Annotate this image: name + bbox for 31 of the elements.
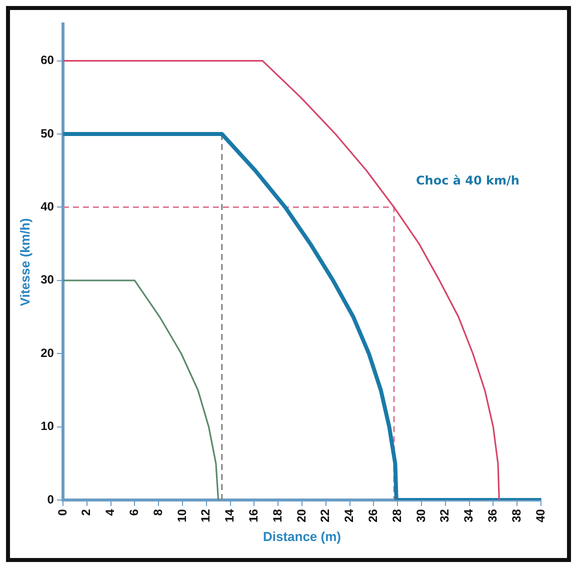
x-tick-label: 12 <box>198 508 213 522</box>
x-tick-label: 10 <box>174 508 189 522</box>
y-tick-label: 50 <box>40 126 54 140</box>
y-axis-title: Vitesse (km/h) <box>17 218 32 306</box>
x-tick-label: 40 <box>533 508 548 522</box>
x-tick-label: 32 <box>438 508 452 522</box>
x-tick-label: 38 <box>509 508 524 522</box>
x-tick-label: 36 <box>486 508 500 522</box>
x-tick-label: 8 <box>150 508 165 516</box>
x-tick-label: 34 <box>462 508 476 522</box>
y-tick-label: 0 <box>47 492 54 506</box>
x-tick-label: 26 <box>366 508 380 522</box>
x-tick-label: 6 <box>126 508 141 516</box>
x-tick-label: 14 <box>222 508 237 522</box>
x-tick-label: 24 <box>342 508 356 522</box>
y-tick-label: 20 <box>40 346 54 360</box>
y-tick-label: 40 <box>40 200 54 214</box>
y-tick-label: 10 <box>40 419 54 434</box>
x-tick-label: 2 <box>79 508 94 516</box>
x-tick-label: 20 <box>294 508 308 522</box>
y-tick-label: 30 <box>40 272 54 287</box>
y-tick-label: 60 <box>40 53 54 68</box>
x-tick-label: 16 <box>246 508 260 522</box>
x-tick-label: 30 <box>414 508 428 522</box>
x-tick-label: 0 <box>55 508 70 516</box>
x-tick-label: 22 <box>318 508 332 522</box>
annotation: Choc à 40 km/h <box>416 173 520 188</box>
x-tick-label: 28 <box>390 508 404 522</box>
x-tick-label: 4 <box>103 508 118 516</box>
x-tick-label: 18 <box>270 508 284 522</box>
x-axis-title: Distance (m) <box>262 528 341 544</box>
